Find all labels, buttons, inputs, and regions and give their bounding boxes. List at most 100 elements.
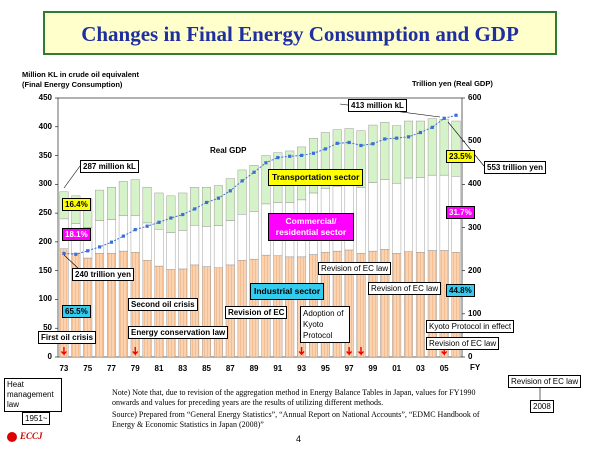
- leader-line: [63, 165, 81, 189]
- bar-segment: [427, 174, 437, 251]
- bar-segment: [118, 250, 128, 358]
- y2-tick-label: 100: [468, 308, 482, 318]
- bar-segment: [190, 187, 200, 226]
- y-tick-label: 300: [38, 179, 52, 189]
- bar-segment: [178, 230, 188, 270]
- gdp-point: [335, 141, 339, 145]
- y-tick-label: 400: [38, 121, 52, 131]
- gdp-point: [204, 200, 209, 205]
- x-tick-label: 93: [297, 364, 307, 373]
- y-tick-label: 100: [38, 294, 52, 304]
- y-tick-label: 200: [38, 236, 52, 246]
- x-axis-label: FY: [470, 363, 481, 372]
- gdp-point: [288, 154, 292, 158]
- page-number: 4: [296, 434, 302, 444]
- gdp-point: [240, 179, 244, 183]
- bar-segment: [368, 124, 378, 183]
- bar-segment: [154, 265, 164, 358]
- x-tick-label: 85: [202, 364, 211, 373]
- annotation: Revision of EC law: [508, 375, 582, 388]
- annotation: 2008: [530, 400, 554, 413]
- bar-segment: [166, 195, 176, 233]
- gdp-point: [86, 249, 90, 253]
- gdp-point: [311, 151, 316, 155]
- x-tick-label: 91: [273, 364, 283, 373]
- y2-axis-label: Trillion yen (Real GDP): [412, 79, 493, 88]
- bar-segment: [202, 266, 212, 358]
- annotation: 1951~: [22, 412, 51, 425]
- annotation: Revision of EC law: [426, 337, 500, 350]
- gdp-point: [276, 155, 280, 160]
- gdp-point: [193, 207, 197, 211]
- bar-segment: [368, 182, 378, 252]
- annotation: First oil crisis: [38, 331, 97, 344]
- annotation: Revision of EC: [225, 306, 288, 319]
- x-tick-label: 73: [59, 364, 69, 373]
- event-arrow: [132, 347, 139, 356]
- bar-segment: [190, 224, 200, 266]
- x-tick-label: 87: [225, 364, 235, 373]
- y-tick-label: 350: [38, 150, 52, 160]
- y-tick-label: 450: [38, 93, 52, 102]
- event-arrow: [298, 347, 305, 356]
- x-tick-label: 77: [107, 364, 116, 373]
- y2-tick-label: 300: [468, 222, 482, 232]
- bar-segment: [427, 118, 437, 176]
- gdp-line: [63, 114, 457, 255]
- event-arrow: [358, 347, 364, 356]
- bar-segment: [451, 120, 461, 177]
- annotation: 18.1%: [62, 228, 91, 241]
- gdp-point: [430, 125, 434, 129]
- gdp-point: [157, 220, 161, 224]
- bar-segment: [213, 225, 223, 268]
- y2-tick-label: 200: [468, 265, 482, 275]
- gdp-point: [299, 153, 304, 158]
- y-tick-label: 250: [38, 208, 52, 218]
- bar-segment: [415, 252, 425, 358]
- bar-segment: [118, 215, 128, 252]
- bar-segment: [380, 179, 390, 250]
- bar-segment: [95, 189, 105, 221]
- gdp-point: [216, 196, 221, 200]
- bar-segment: [202, 226, 212, 267]
- bar-segment: [178, 268, 188, 358]
- gdp-point: [181, 212, 185, 217]
- annotation: Heat management law: [4, 378, 62, 412]
- bar-segment: [237, 169, 247, 215]
- bar-segment: [225, 178, 235, 221]
- gdp-point: [347, 140, 351, 145]
- annotation: Revision of EC law: [318, 262, 392, 275]
- gdp-point: [74, 252, 78, 256]
- x-tick-label: 05: [439, 364, 449, 373]
- gdp-point: [442, 116, 446, 120]
- annotation: 44.8%: [446, 284, 475, 297]
- annotation: Second oil crisis: [128, 298, 198, 311]
- gdp-point: [264, 161, 268, 165]
- bar-segment: [415, 177, 425, 253]
- leader-line: [63, 254, 81, 271]
- bar-segment: [308, 138, 318, 194]
- logo-mark: [7, 432, 17, 442]
- note: Note) Note that, due to revision of the …: [112, 388, 476, 407]
- bar-segment: [130, 215, 140, 253]
- note: Source) Prepared from “General Energy St…: [112, 410, 480, 429]
- x-tick-label: 79: [130, 364, 140, 373]
- bar-segment: [392, 182, 402, 254]
- bar-segment: [356, 130, 366, 188]
- y2-tick-label: 600: [468, 93, 482, 102]
- gdp-point: [371, 142, 375, 146]
- bar-segment: [404, 177, 414, 252]
- y-axis-label: (Final Energy Consumption): [22, 80, 123, 89]
- bar-segment: [154, 192, 164, 230]
- bar-segment: [249, 211, 259, 260]
- series-label: Commercial/ residential sector: [268, 213, 354, 241]
- bar-segment: [118, 181, 128, 216]
- y-axis-label: Million KL in crude oil equivalent: [22, 70, 139, 79]
- bar-segment: [106, 187, 116, 220]
- annotation: Kyoto Protocol in effect: [426, 320, 515, 333]
- annotation: 23.5%: [446, 150, 475, 163]
- bar-segment: [332, 129, 342, 187]
- gdp-point: [133, 228, 137, 232]
- y-tick-label: 0: [47, 352, 52, 361]
- event-arrow: [346, 347, 353, 356]
